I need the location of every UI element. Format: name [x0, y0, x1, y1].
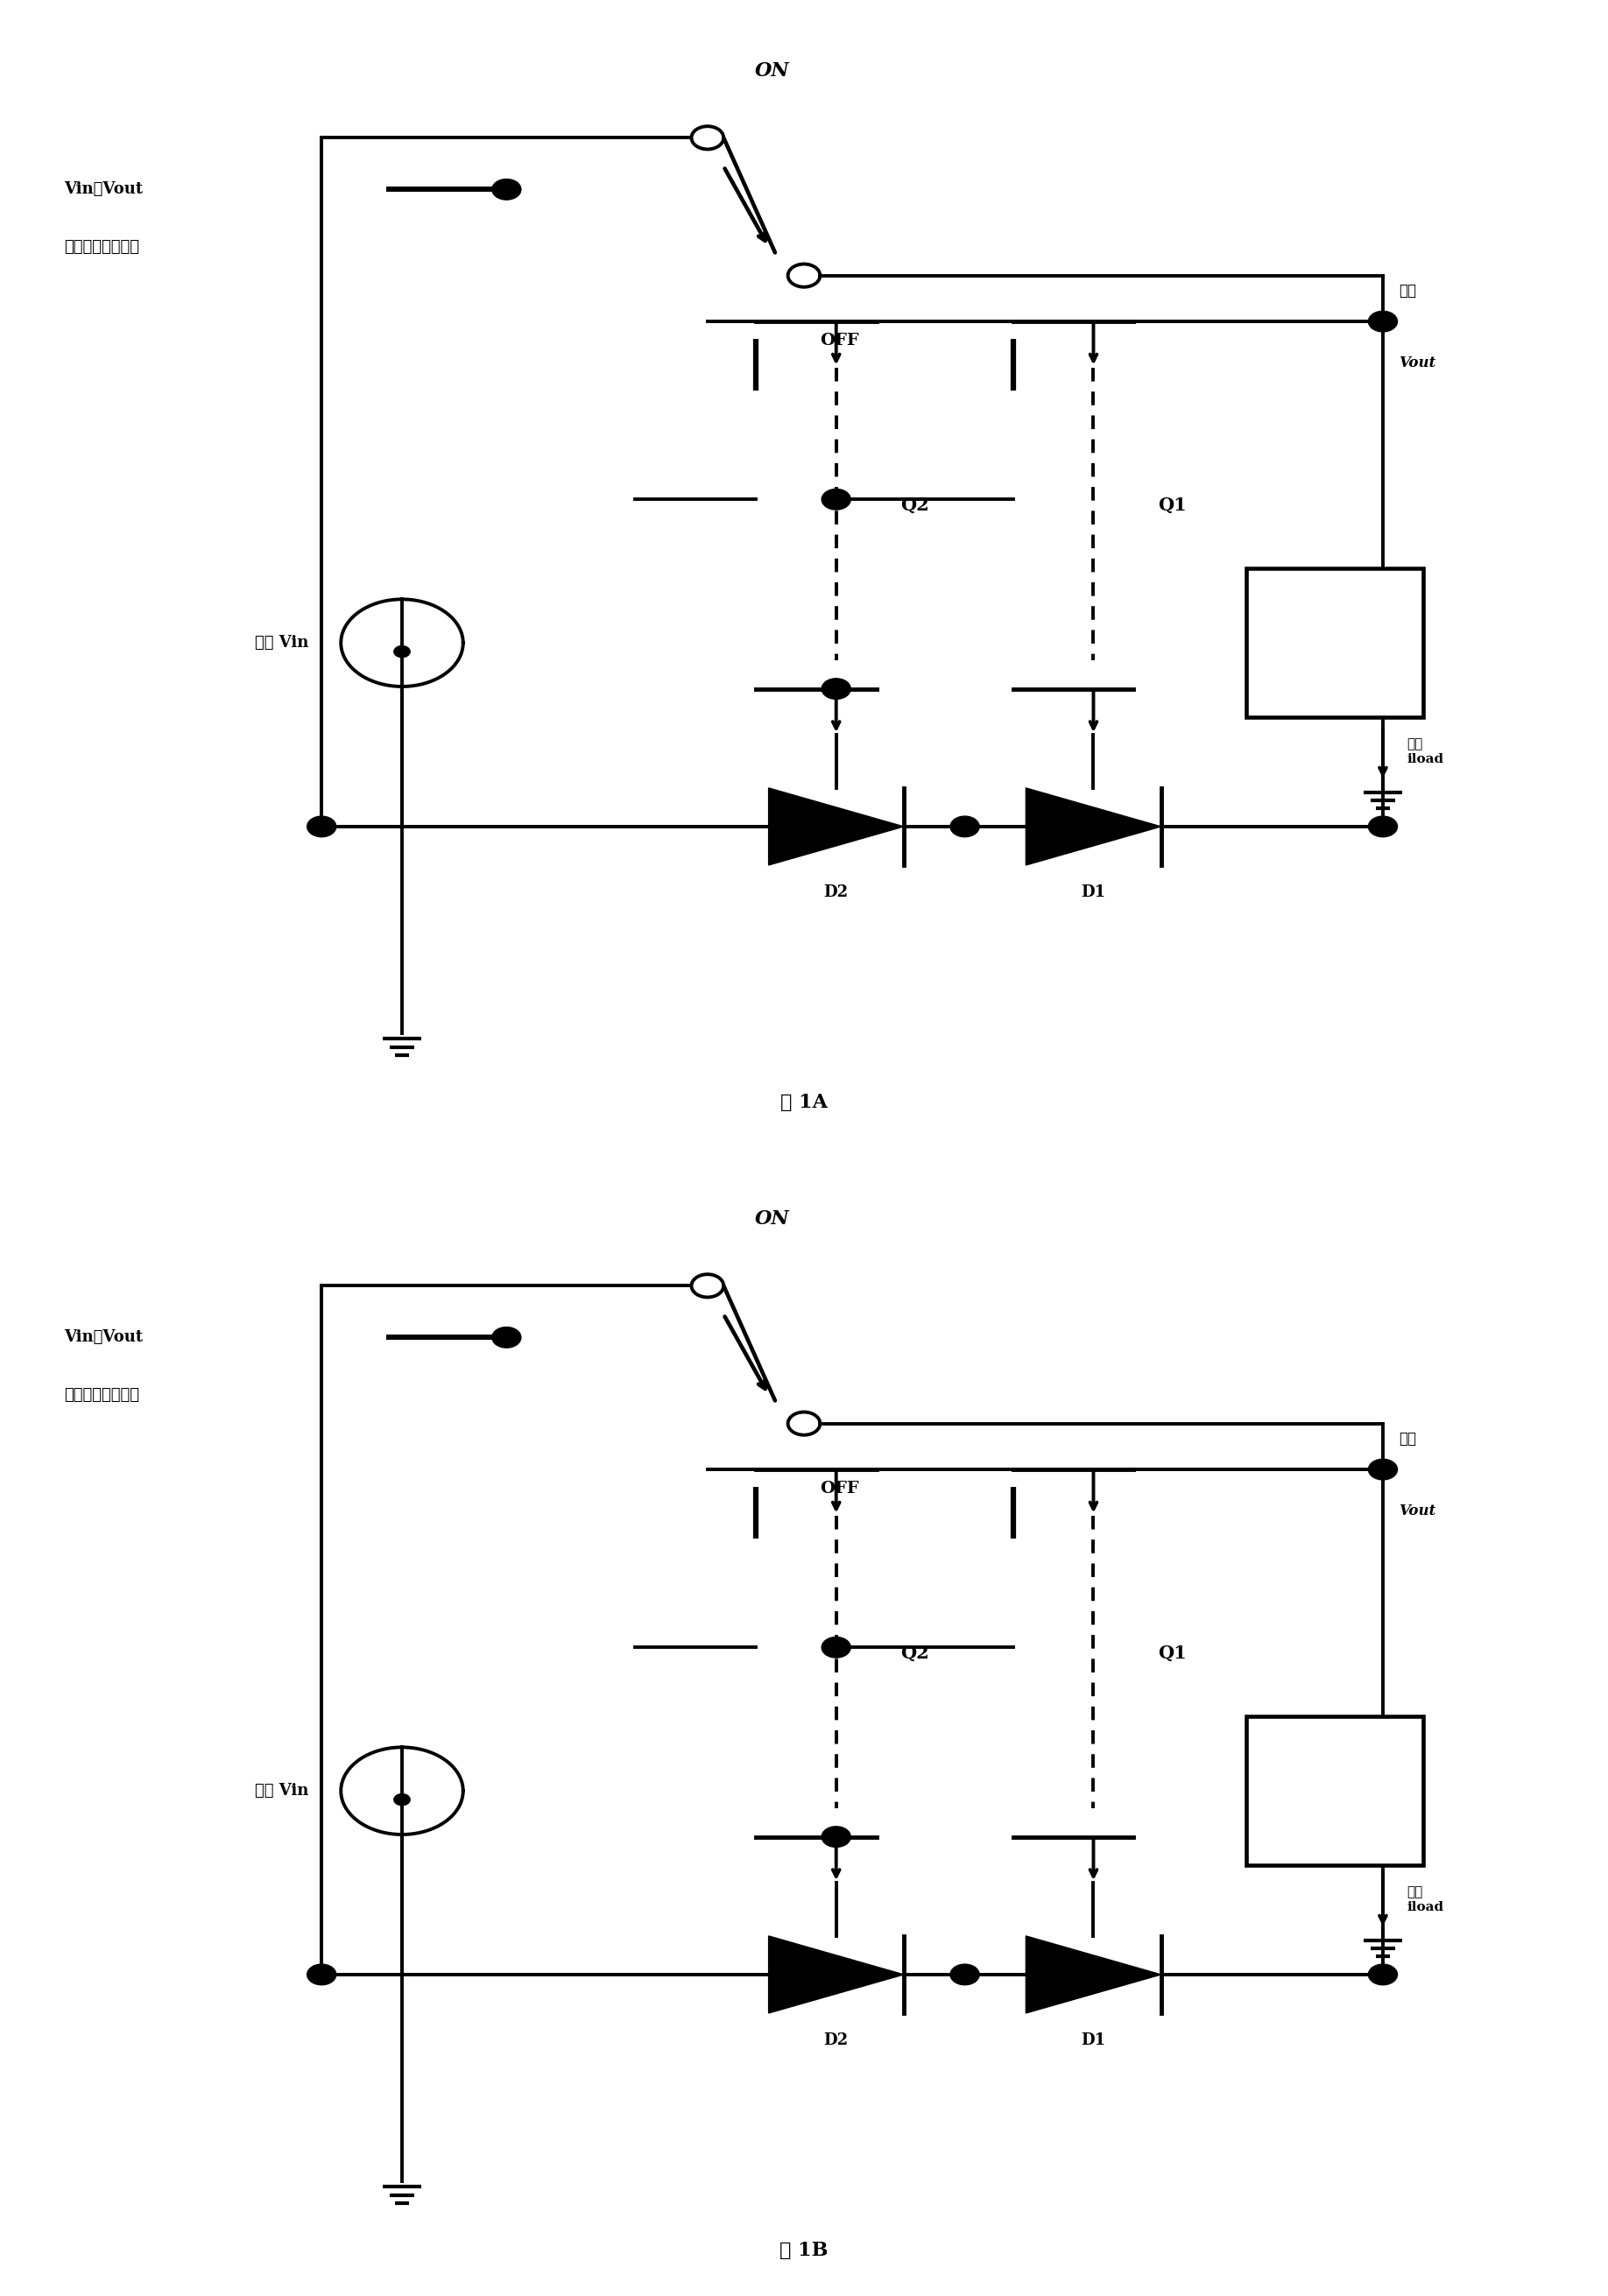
Text: 之间的较高的电压: 之间的较高的电压 — [64, 1387, 140, 1403]
Circle shape — [1368, 310, 1397, 331]
Circle shape — [822, 680, 851, 698]
Text: Q1: Q1 — [1158, 496, 1187, 514]
Circle shape — [394, 645, 410, 657]
Circle shape — [1079, 1963, 1108, 1984]
Circle shape — [822, 489, 851, 510]
Text: Vin和Vout: Vin和Vout — [64, 181, 143, 197]
Circle shape — [1079, 817, 1108, 836]
Text: D2: D2 — [823, 2032, 849, 2048]
Text: D2: D2 — [823, 884, 849, 900]
Text: 电压 Vin: 电压 Vin — [256, 1784, 309, 1798]
Circle shape — [1368, 1963, 1397, 1984]
FancyBboxPatch shape — [1246, 569, 1423, 716]
Text: OFF: OFF — [820, 1481, 859, 1497]
Circle shape — [492, 1327, 521, 1348]
Circle shape — [822, 1828, 851, 1846]
Text: 电压: 电压 — [1399, 1433, 1417, 1446]
Text: 电流
iload: 电流 iload — [1407, 1887, 1444, 1913]
Text: D1: D1 — [1081, 884, 1106, 900]
Circle shape — [950, 1963, 979, 1984]
Text: ON: ON — [754, 1210, 790, 1228]
Circle shape — [1368, 817, 1397, 836]
Text: ON: ON — [754, 62, 790, 80]
Text: Q2: Q2 — [900, 496, 929, 514]
Text: 图 1B: 图 1B — [780, 2241, 828, 2259]
Text: 电压: 电压 — [1399, 285, 1417, 298]
Polygon shape — [769, 788, 904, 866]
Polygon shape — [1026, 1936, 1161, 2014]
Polygon shape — [1026, 788, 1161, 866]
Text: 电流
iload: 电流 iload — [1407, 739, 1444, 765]
Polygon shape — [769, 1936, 904, 2014]
Text: Vout: Vout — [1399, 1504, 1436, 1518]
Text: Vout: Vout — [1399, 356, 1436, 370]
Text: Q2: Q2 — [900, 1644, 929, 1662]
Circle shape — [1368, 1460, 1397, 1481]
Circle shape — [307, 1963, 336, 1984]
Text: 之间的较高的电压: 之间的较高的电压 — [64, 239, 140, 255]
FancyBboxPatch shape — [1246, 1717, 1423, 1864]
Circle shape — [950, 817, 979, 836]
Text: 图 1A: 图 1A — [780, 1093, 828, 1111]
Circle shape — [492, 179, 521, 200]
Text: 负载: 负载 — [1325, 636, 1344, 650]
Text: 电压 Vin: 电压 Vin — [256, 636, 309, 650]
Circle shape — [307, 817, 336, 836]
Text: 负载: 负载 — [1325, 1784, 1344, 1798]
Circle shape — [394, 1793, 410, 1805]
Text: Vin和Vout: Vin和Vout — [64, 1329, 143, 1345]
Text: OFF: OFF — [820, 333, 859, 349]
Text: D1: D1 — [1081, 2032, 1106, 2048]
Text: Q1: Q1 — [1158, 1644, 1187, 1662]
Circle shape — [822, 1637, 851, 1658]
